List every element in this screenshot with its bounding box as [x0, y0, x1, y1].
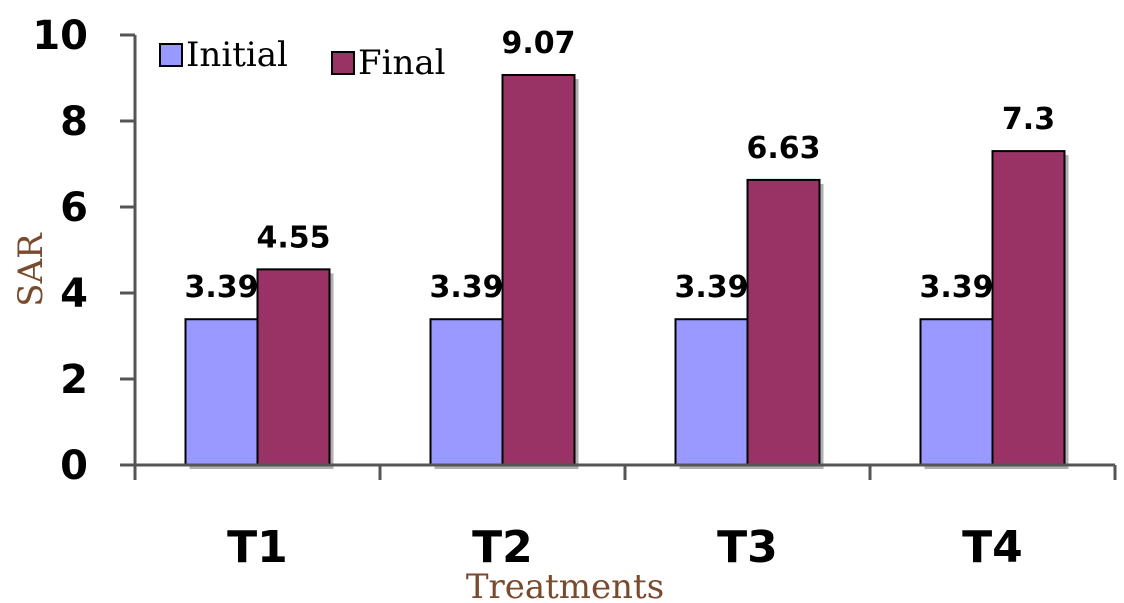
legend-swatch-initial: [159, 43, 183, 67]
data-label-initial: 3.39: [674, 270, 748, 305]
data-label-initial: 3.39: [919, 270, 993, 305]
bar-initial-t1: [184, 318, 259, 467]
data-label-initial: 3.39: [429, 270, 503, 305]
data-label-final: 6.63: [746, 131, 820, 166]
data-label-final: 9.07: [501, 26, 575, 61]
y-axis-title-group: SAR: [11, 232, 51, 307]
x-tick-label: T4: [962, 522, 1023, 573]
legend-swatch-final: [331, 51, 355, 75]
y-tick-label: 2: [60, 357, 88, 403]
bar-final-t2: [501, 73, 576, 467]
y-tick-label: 6: [60, 185, 88, 231]
data-label-final: 4.55: [256, 220, 330, 255]
legend-label-initial: Initial: [186, 35, 288, 75]
data-label-initial: 3.39: [184, 270, 258, 305]
x-axis-title: Treatments: [466, 567, 664, 603]
y-axis-title: SAR: [11, 232, 51, 307]
bar-final-t1: [256, 268, 331, 466]
x-tick-label: T1: [227, 522, 288, 573]
y-tick-label: 8: [60, 99, 88, 145]
y-tick-label: 10: [32, 13, 88, 59]
chart-marks: 0 2 4 6 8 10 T1 T2 T3 T4 3.39 4.55 3.39 9.07 3.39 6.63 3…: [32, 13, 1117, 573]
y-tick-label: 4: [60, 271, 88, 317]
data-label-final: 7.3: [1002, 102, 1055, 137]
bar-initial-t3: [674, 318, 749, 467]
y-tick-label: 0: [60, 443, 88, 489]
x-tick-label: T2: [472, 522, 533, 573]
legend: Initial Final: [159, 35, 446, 83]
x-tick-label: T3: [717, 522, 778, 573]
bar-initial-t2: [429, 318, 504, 467]
bar-initial-t4: [919, 318, 994, 467]
bar-final-t4: [991, 150, 1066, 466]
legend-label-final: Final: [358, 43, 446, 83]
bar-final-t3: [746, 178, 821, 466]
